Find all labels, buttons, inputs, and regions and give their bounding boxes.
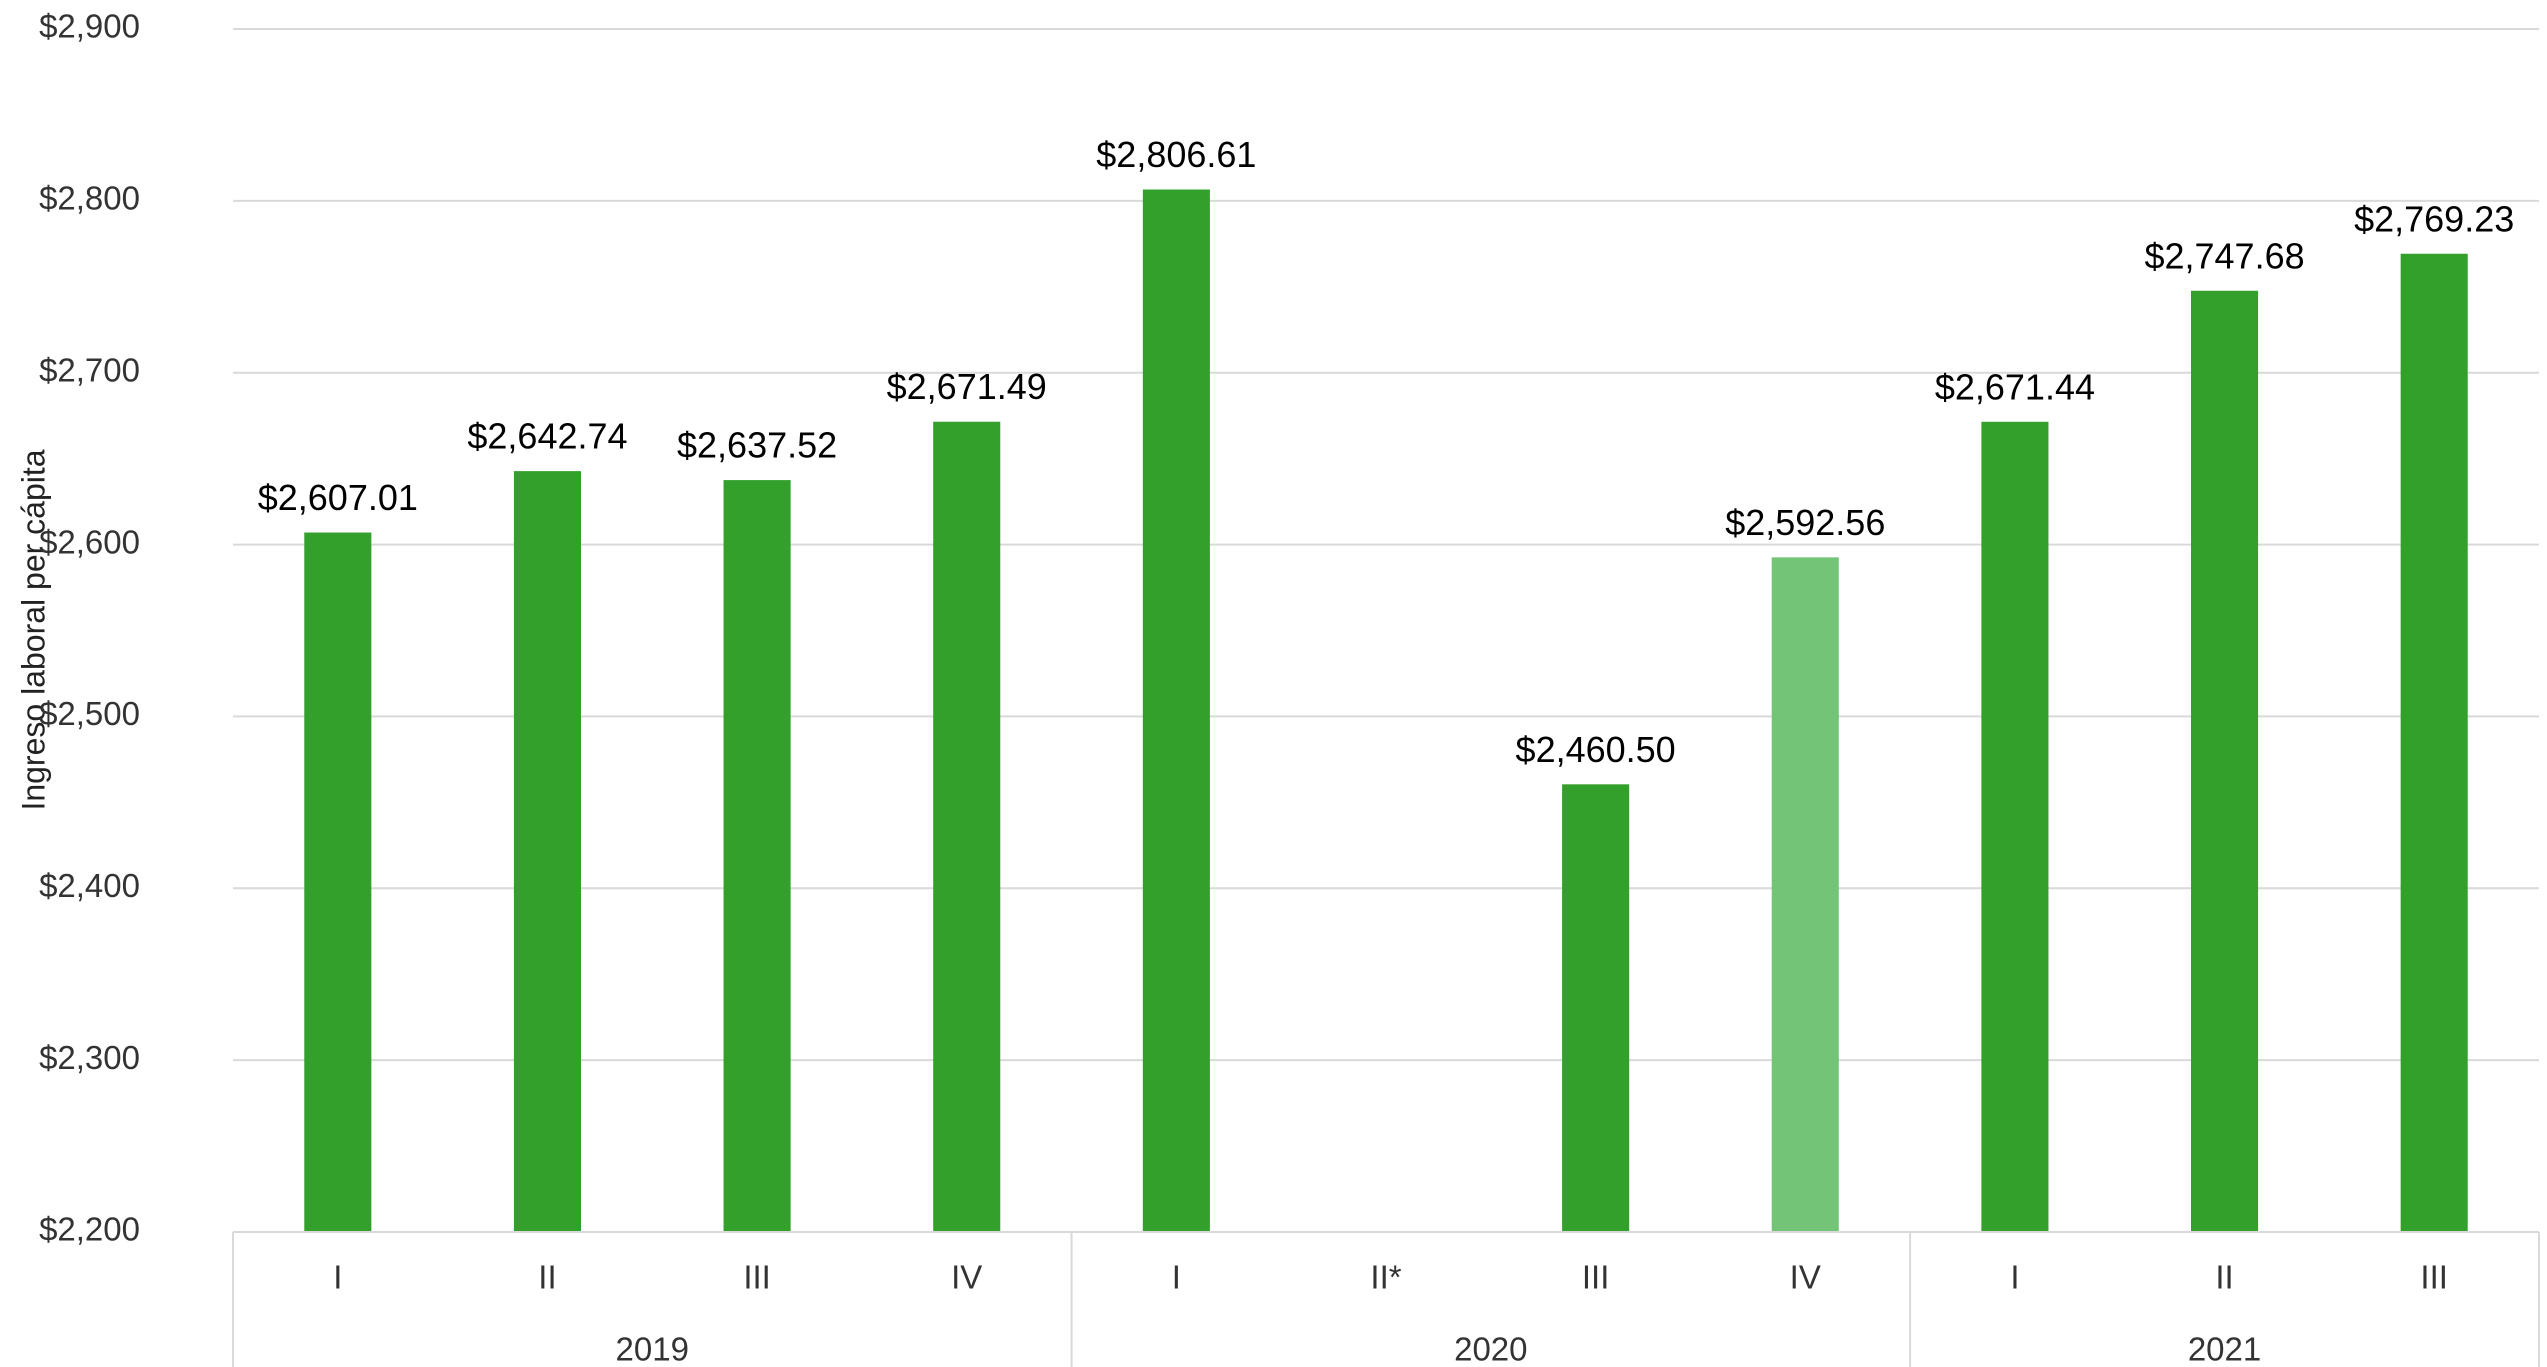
x-tick-label: IV [1790,1259,1821,1296]
value-label: $2,671.49 [887,366,1047,407]
x-tick-label: III [743,1259,771,1296]
x-tick-label: II [2215,1259,2233,1296]
bar [513,471,581,1232]
bar [1771,557,1839,1232]
y-tick-label: $2,900 [39,8,140,45]
value-label: $2,460.50 [1516,729,1676,770]
value-label: $2,637.52 [677,425,837,466]
bar [933,421,1001,1232]
bar [1981,421,2049,1232]
x-tick-label: I [333,1259,342,1296]
y-tick-label: $2,700 [39,351,140,388]
bar [2191,290,2259,1232]
x-tick-label: II* [1370,1259,1401,1296]
bar [723,480,791,1232]
x-tick-label: IV [951,1259,982,1296]
value-label: $2,769.23 [2354,198,2514,239]
x-tick-label: I [1172,1259,1181,1296]
y-tick-label: $2,500 [39,695,140,732]
value-label: $2,592.56 [1725,502,1885,543]
y-tick-label: $2,300 [39,1039,140,1076]
x-tick-label: III [2420,1259,2448,1296]
group-label: 2019 [616,1331,689,1367]
y-axis-label: Ingreso laboral per cápita [15,449,51,810]
value-label: $2,671.44 [1935,366,2095,407]
value-label: $2,607.01 [258,477,418,518]
bar [1562,784,1630,1232]
y-tick-label: $2,800 [39,180,140,217]
x-tick-label: II [538,1259,556,1296]
group-label: 2020 [1454,1331,1527,1367]
bar [2400,253,2468,1233]
value-label: $2,747.68 [2144,235,2304,276]
y-tick-label: $2,400 [39,867,140,904]
value-label: $2,806.61 [1096,134,1256,175]
group-label: 2021 [2188,1331,2261,1367]
value-label: $2,642.74 [467,416,627,457]
x-tick-label: I [2010,1259,2019,1296]
bar [304,532,372,1232]
y-tick-label: $2,600 [39,523,140,560]
bar [1142,189,1210,1232]
y-tick-label: $2,200 [39,1211,140,1248]
x-tick-label: III [1582,1259,1610,1296]
